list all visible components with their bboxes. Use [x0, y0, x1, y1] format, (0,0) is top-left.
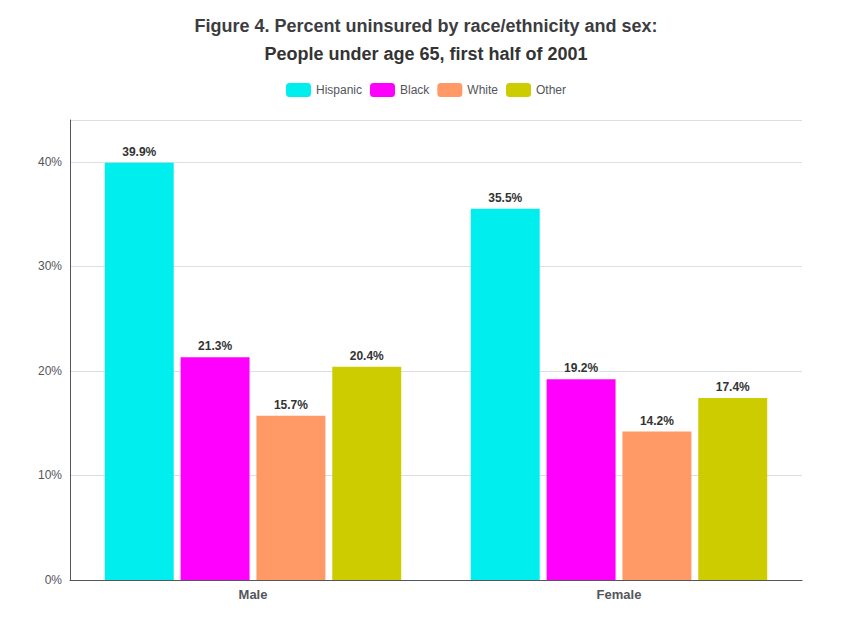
svg-text:30%: 30% [38, 259, 62, 273]
svg-text:Other: Other [536, 83, 566, 97]
svg-text:Hispanic: Hispanic [316, 83, 362, 97]
svg-text:Female: Female [597, 587, 642, 602]
svg-text:40%: 40% [38, 155, 62, 169]
svg-text:People under age 65, first hal: People under age 65, first half of 2001 [264, 44, 587, 64]
svg-text:10%: 10% [38, 468, 62, 482]
svg-text:0%: 0% [45, 573, 63, 587]
svg-text:21.3%: 21.3% [198, 339, 232, 353]
svg-text:15.7%: 15.7% [274, 398, 308, 412]
svg-text:14.2%: 14.2% [640, 414, 674, 428]
svg-text:35.5%: 35.5% [488, 191, 522, 205]
svg-text:20.4%: 20.4% [350, 349, 384, 363]
svg-text:White: White [467, 83, 498, 97]
svg-text:19.2%: 19.2% [564, 361, 598, 375]
svg-text:39.9%: 39.9% [122, 145, 156, 159]
svg-text:17.4%: 17.4% [716, 380, 750, 394]
svg-text:Male: Male [239, 587, 268, 602]
svg-text:Black: Black [400, 83, 430, 97]
svg-text:Figure 4. Percent uninsured by: Figure 4. Percent uninsured by race/ethn… [194, 16, 657, 36]
svg-text:20%: 20% [38, 364, 62, 378]
